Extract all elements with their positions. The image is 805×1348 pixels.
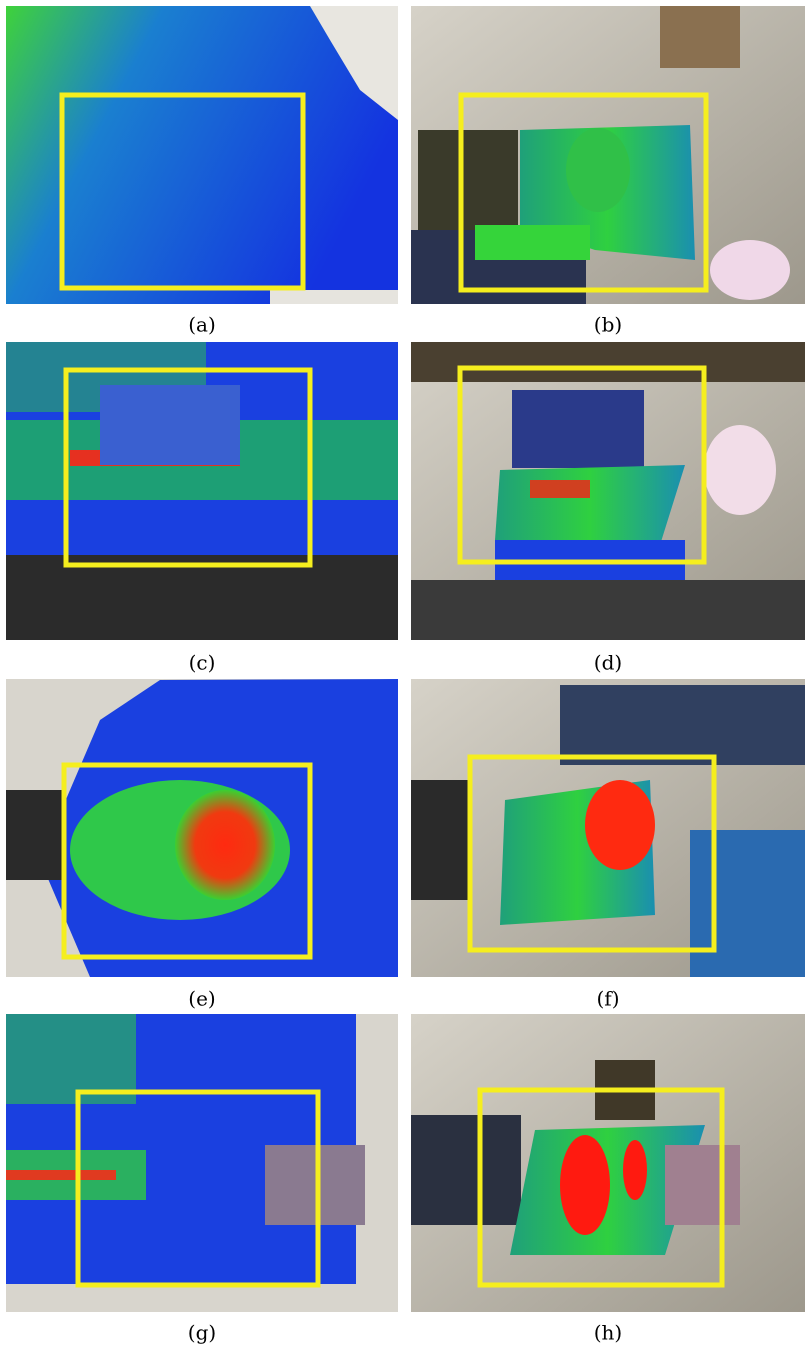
panel-g [6,1014,398,1312]
caption: (h) [594,1321,623,1345]
caption: (d) [594,651,622,675]
figure: (a) (b) (c) (d) (e) (f) (g) (h) [0,0,805,1348]
panel-a [6,6,398,304]
panel-c [6,342,398,640]
panel-e [6,679,398,977]
panel-f [411,679,805,977]
caption: (c) [189,651,216,675]
caption: (e) [188,987,215,1011]
caption: (b) [594,313,622,337]
caption: (a) [188,313,216,337]
page: (a) (b) (c) (d) (e) (f) (g) (h) (() => {… [0,0,805,1348]
caption: (f) [596,987,619,1011]
panel-b [411,6,805,304]
panel-h [411,1014,805,1312]
panel-d [411,342,805,640]
caption: (g) [188,1321,216,1345]
